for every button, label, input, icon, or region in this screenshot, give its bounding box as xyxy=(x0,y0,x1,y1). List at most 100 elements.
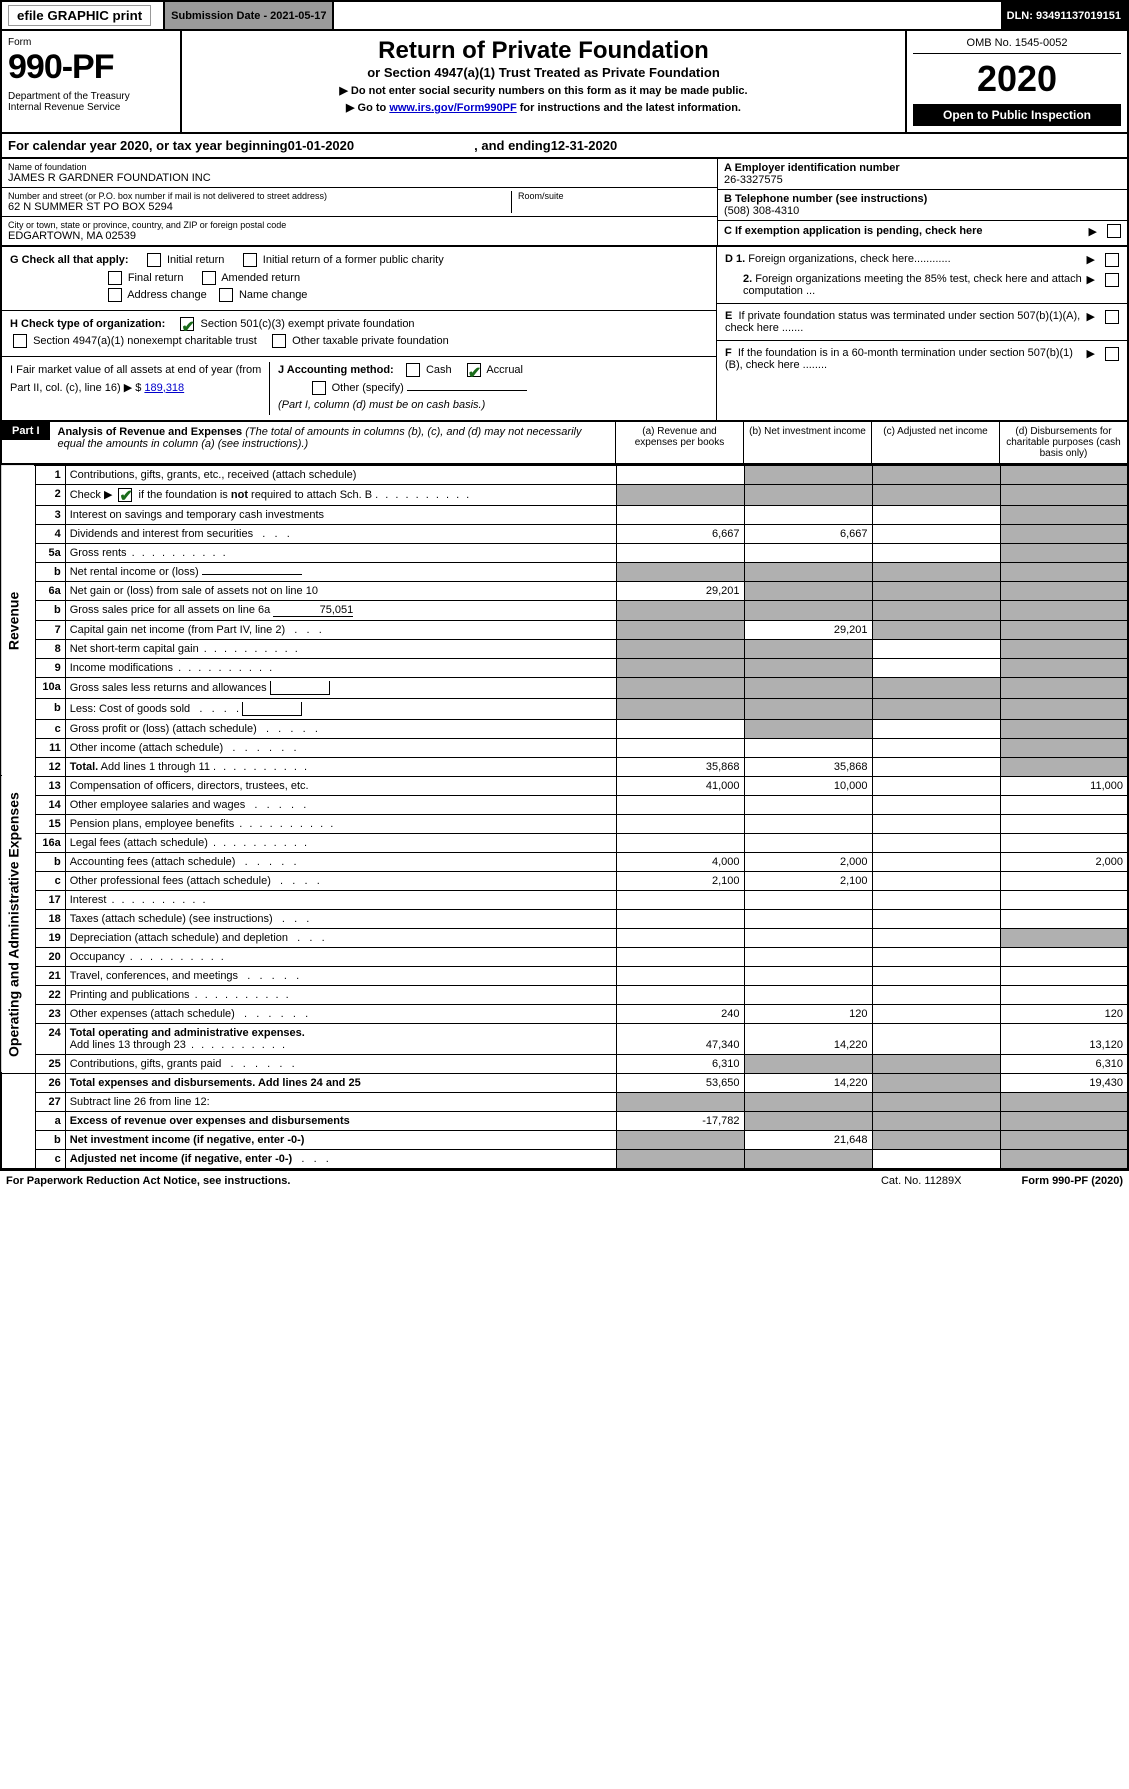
row-16a-desc: Legal fees (attach schedule) xyxy=(70,837,208,849)
table-row: 15Pension plans, employee benefits xyxy=(1,814,1128,833)
accrual-checkbox[interactable] xyxy=(467,363,481,377)
row-6a-desc: Net gain or (loss) from sale of assets n… xyxy=(65,581,616,600)
checks-left: G Check all that apply: Initial return I… xyxy=(2,247,717,420)
table-row: Operating and Administrative Expenses 13… xyxy=(1,776,1128,795)
ein-value: 26-3327575 xyxy=(724,174,1121,186)
val-13a: 41,000 xyxy=(616,776,744,795)
val-16b-a: 4,000 xyxy=(616,852,744,871)
street-label: Number and street (or P.O. box number if… xyxy=(8,191,327,201)
row-26-desc: Total expenses and disbursements. Add li… xyxy=(70,1077,361,1089)
header-middle: Return of Private Foundation or Section … xyxy=(182,31,907,132)
initial-return-former-checkbox[interactable] xyxy=(243,253,257,267)
city-row: City or town, state or province, country… xyxy=(2,217,717,245)
f-row: F If the foundation is in a 60-month ter… xyxy=(717,340,1127,377)
part1-table: Revenue 1Contributions, gifts, grants, e… xyxy=(0,465,1129,1170)
other-method-checkbox[interactable] xyxy=(312,381,326,395)
table-row: aExcess of revenue over expenses and dis… xyxy=(1,1111,1128,1130)
d1-checkbox[interactable] xyxy=(1105,253,1119,267)
val-16c-a: 2,100 xyxy=(616,871,744,890)
e-checkbox[interactable] xyxy=(1105,310,1119,324)
c-checkbox[interactable] xyxy=(1107,224,1121,238)
row-10b-desc: Less: Cost of goods sold xyxy=(70,703,190,715)
table-row: 18Taxes (attach schedule) (see instructi… xyxy=(1,909,1128,928)
address-change-checkbox[interactable] xyxy=(108,288,122,302)
identification-block: Name of foundation JAMES R GARDNER FOUND… xyxy=(0,159,1129,247)
val-13b: 10,000 xyxy=(744,776,872,795)
row-1-desc: Contributions, gifts, grants, etc., rece… xyxy=(65,465,616,484)
checks-right: D 1. D 1. Foreign organizations, check h… xyxy=(717,247,1127,420)
g5-label: Address change xyxy=(127,289,207,301)
table-row: 25Contributions, gifts, grants paid . . … xyxy=(1,1054,1128,1073)
subtitle: or Section 4947(a)(1) Trust Treated as P… xyxy=(188,65,899,80)
f-checkbox[interactable] xyxy=(1105,347,1119,361)
val-16b-b: 2,000 xyxy=(744,852,872,871)
val-26a: 53,650 xyxy=(616,1073,744,1092)
part1-header-row: Part I Analysis of Revenue and Expenses … xyxy=(0,422,1129,465)
val-23d: 120 xyxy=(1000,1004,1128,1023)
arrow-icon: ▶ xyxy=(1087,347,1095,360)
table-row: 8Net short-term capital gain xyxy=(1,639,1128,658)
top-bar: efile GRAPHIC print Submission Date - 20… xyxy=(0,0,1129,31)
phone-label: B Telephone number (see instructions) xyxy=(724,193,1121,205)
val-25a: 6,310 xyxy=(616,1054,744,1073)
row-25-desc: Contributions, gifts, grants paid xyxy=(70,1058,222,1070)
row-11-desc: Other income (attach schedule) xyxy=(70,742,223,754)
501c3-checkbox[interactable] xyxy=(180,317,194,331)
row-2-desc: Check ▶ if the foundation is not require… xyxy=(65,484,616,505)
efile-print-button[interactable]: efile GRAPHIC print xyxy=(8,5,151,26)
g-label: G Check all that apply: xyxy=(10,254,129,266)
table-row: bGross sales price for all assets on lin… xyxy=(1,600,1128,620)
val-12b: 35,868 xyxy=(744,757,872,776)
initial-return-checkbox[interactable] xyxy=(147,253,161,267)
table-row: 3Interest on savings and temporary cash … xyxy=(1,505,1128,524)
other-taxable-checkbox[interactable] xyxy=(272,334,286,348)
row-5b-desc: Net rental income or (loss) xyxy=(70,566,199,578)
d2-checkbox[interactable] xyxy=(1105,273,1119,287)
val-23a: 240 xyxy=(616,1004,744,1023)
sch-b-checkbox[interactable] xyxy=(118,488,132,502)
row-19-desc: Depreciation (attach schedule) and deple… xyxy=(70,932,288,944)
row-10a-desc: Gross sales less returns and allowances xyxy=(70,682,267,694)
table-row: bNet investment income (if negative, ent… xyxy=(1,1130,1128,1149)
col-d-header: (d) Disbursements for charitable purpose… xyxy=(999,422,1127,463)
foundation-name-row: Name of foundation JAMES R GARDNER FOUND… xyxy=(2,159,717,188)
main-title: Return of Private Foundation xyxy=(188,37,899,65)
table-row: cOther professional fees (attach schedul… xyxy=(1,871,1128,890)
fmv-value: 189,318 xyxy=(144,382,184,394)
row-27b-desc: Net investment income (if negative, ente… xyxy=(70,1134,305,1146)
table-row: 7Capital gain net income (from Part IV, … xyxy=(1,620,1128,639)
table-row: 24Total operating and administrative exp… xyxy=(1,1023,1128,1054)
val-4a: 6,667 xyxy=(616,524,744,543)
phone-value: (508) 308-4310 xyxy=(724,205,1121,217)
form990pf-link[interactable]: www.irs.gov/Form990PF xyxy=(389,102,516,114)
table-row: 4Dividends and interest from securities … xyxy=(1,524,1128,543)
city-value: EDGARTOWN, MA 02539 xyxy=(8,230,711,242)
val-27a: -17,782 xyxy=(616,1111,744,1130)
table-row: bAccounting fees (attach schedule) . . .… xyxy=(1,852,1128,871)
table-row: 23Other expenses (attach schedule) . . .… xyxy=(1,1004,1128,1023)
cal-label1: For calendar year 2020, or tax year begi… xyxy=(8,138,288,153)
submission-date: Submission Date - 2021-05-17 xyxy=(165,2,334,29)
amended-return-checkbox[interactable] xyxy=(202,271,216,285)
row-10c-desc: Gross profit or (loss) (attach schedule) xyxy=(70,723,257,735)
table-row: cAdjusted net income (if negative, enter… xyxy=(1,1149,1128,1169)
final-return-checkbox[interactable] xyxy=(108,271,122,285)
form-label: Form xyxy=(8,37,174,48)
table-row: 6aNet gain or (loss) from sale of assets… xyxy=(1,581,1128,600)
table-row: bNet rental income or (loss) xyxy=(1,562,1128,581)
name-change-checkbox[interactable] xyxy=(219,288,233,302)
arrow-icon: ▶ xyxy=(1089,225,1097,238)
table-row: 10aGross sales less returns and allowanc… xyxy=(1,677,1128,698)
val-24a: 47,340 xyxy=(616,1023,744,1054)
arrow-icon: ▶ xyxy=(1087,253,1095,266)
row-27c-desc: Adjusted net income (if negative, enter … xyxy=(70,1153,292,1165)
cal-begin: 01-01-2020 xyxy=(288,138,355,153)
c-label: C If exemption application is pending, c… xyxy=(724,225,1089,237)
col-c-header: (c) Adjusted net income xyxy=(871,422,999,463)
val-23b: 120 xyxy=(744,1004,872,1023)
table-row: bLess: Cost of goods sold . . . . xyxy=(1,698,1128,719)
tax-year: 2020 xyxy=(913,58,1121,100)
col-a-header: (a) Revenue and expenses per books xyxy=(615,422,743,463)
4947-checkbox[interactable] xyxy=(13,334,27,348)
cash-checkbox[interactable] xyxy=(406,363,420,377)
